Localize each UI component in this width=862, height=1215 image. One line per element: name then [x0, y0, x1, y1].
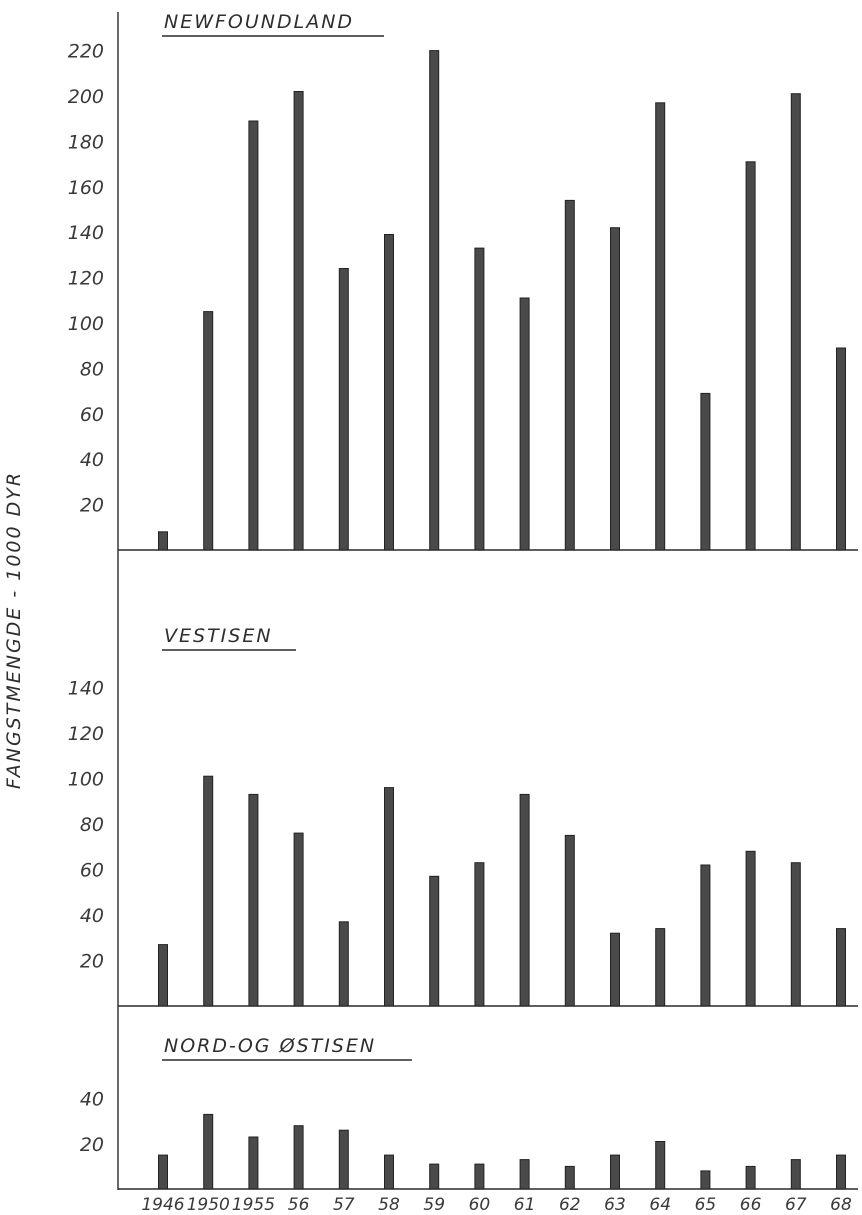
- y-tick-label: 100: [68, 769, 104, 791]
- y-tick-label: 200: [68, 86, 104, 108]
- bar: [338, 268, 349, 551]
- bar: [293, 1125, 304, 1190]
- y-tick-label: 140: [68, 222, 104, 244]
- x-tick-label: 57: [333, 1195, 355, 1215]
- y-tick-label: 60: [80, 404, 104, 426]
- bar: [519, 793, 530, 1007]
- bar: [836, 928, 846, 1007]
- bar: [655, 1141, 666, 1190]
- bar: [700, 1170, 711, 1190]
- bar: [429, 875, 440, 1007]
- bar: [338, 921, 349, 1007]
- bar: [474, 247, 485, 551]
- x-tick-label: 1946: [141, 1195, 184, 1215]
- bar: [610, 1154, 620, 1190]
- y-tick-label: 20: [80, 1134, 104, 1156]
- bar: [700, 392, 711, 551]
- bar: [158, 944, 168, 1007]
- y-tick-label: 120: [68, 268, 104, 290]
- x-tick-label: 65: [695, 1195, 717, 1215]
- x-tick-label: 62: [559, 1195, 581, 1215]
- y-tick-label: 120: [68, 723, 104, 745]
- y-tick-label: 80: [80, 814, 104, 836]
- y-tick-label: 100: [68, 313, 104, 335]
- panel-title-vestisen: VESTISEN: [164, 625, 273, 647]
- y-tick-label: 40: [80, 449, 104, 471]
- x-tick-label: 58: [378, 1195, 400, 1215]
- x-tick-label: 56: [288, 1195, 310, 1215]
- bar: [790, 93, 801, 551]
- y-tick-label: 180: [68, 131, 104, 153]
- x-tick-label: 61: [514, 1195, 536, 1215]
- y-tick-label: 80: [80, 358, 104, 380]
- bar: [836, 1154, 846, 1190]
- x-tick-label: 66: [740, 1195, 762, 1215]
- y-tick-label: 220: [68, 41, 104, 63]
- bar: [474, 1163, 485, 1190]
- bar: [203, 1113, 214, 1190]
- x-tick-label: 67: [785, 1195, 807, 1215]
- y-tick-label: 160: [68, 177, 104, 199]
- y-tick-label: 60: [80, 860, 104, 882]
- bar: [564, 834, 575, 1007]
- y-tick-label: 140: [68, 678, 104, 700]
- x-tick-label: 63: [604, 1195, 626, 1215]
- bar: [384, 234, 394, 551]
- y-tick-label: 40: [80, 1089, 104, 1111]
- x-tick-label: 68: [830, 1195, 852, 1215]
- x-tick-label: 59: [423, 1195, 445, 1215]
- panel-title-newfoundland: NEWFOUNDLAND: [164, 11, 354, 33]
- bar: [384, 1154, 394, 1190]
- bar: [158, 531, 168, 551]
- y-tick-label: 20: [80, 951, 104, 973]
- bar: [790, 1159, 801, 1190]
- bar: [564, 1165, 575, 1190]
- y-tick-label: 40: [80, 905, 104, 927]
- bar: [655, 102, 666, 551]
- bar: [745, 161, 756, 551]
- bar: [248, 1136, 259, 1190]
- bar: [293, 832, 304, 1007]
- bar: [655, 928, 666, 1007]
- bar: [158, 1154, 168, 1190]
- bar: [564, 199, 575, 551]
- bar: [519, 297, 530, 551]
- x-tick-label: 60: [469, 1195, 491, 1215]
- x-tick-label: 64: [649, 1195, 671, 1215]
- y-tick-label: 20: [80, 495, 104, 517]
- bar: [248, 120, 259, 551]
- bar: [293, 91, 304, 551]
- x-tick-label: 1955: [232, 1195, 275, 1215]
- bar: [474, 862, 485, 1007]
- bar: [203, 775, 214, 1007]
- bar: [745, 850, 756, 1007]
- bar: [384, 787, 394, 1007]
- bar: [338, 1129, 349, 1190]
- bar: [429, 1163, 440, 1190]
- bar: [610, 227, 620, 551]
- bar: [610, 932, 620, 1007]
- bar: [519, 1159, 530, 1190]
- bar: [248, 793, 259, 1007]
- x-tick-label: 1950: [187, 1195, 230, 1215]
- bar: [745, 1165, 756, 1190]
- y-axis-label: FANGSTMENGDE - 1000 DYR: [3, 471, 25, 789]
- bar: [790, 862, 801, 1007]
- bar: [836, 347, 846, 551]
- chart-marks: 20 40 60 80 100 120 140 160 180 200 220 20 40 60 80 100…: [68, 41, 858, 1215]
- bar: [203, 311, 214, 551]
- bar: [700, 864, 711, 1007]
- bar: [429, 50, 440, 551]
- panel-title-nord-og-ostisen: NORD-OG ØSTISEN: [164, 1035, 376, 1057]
